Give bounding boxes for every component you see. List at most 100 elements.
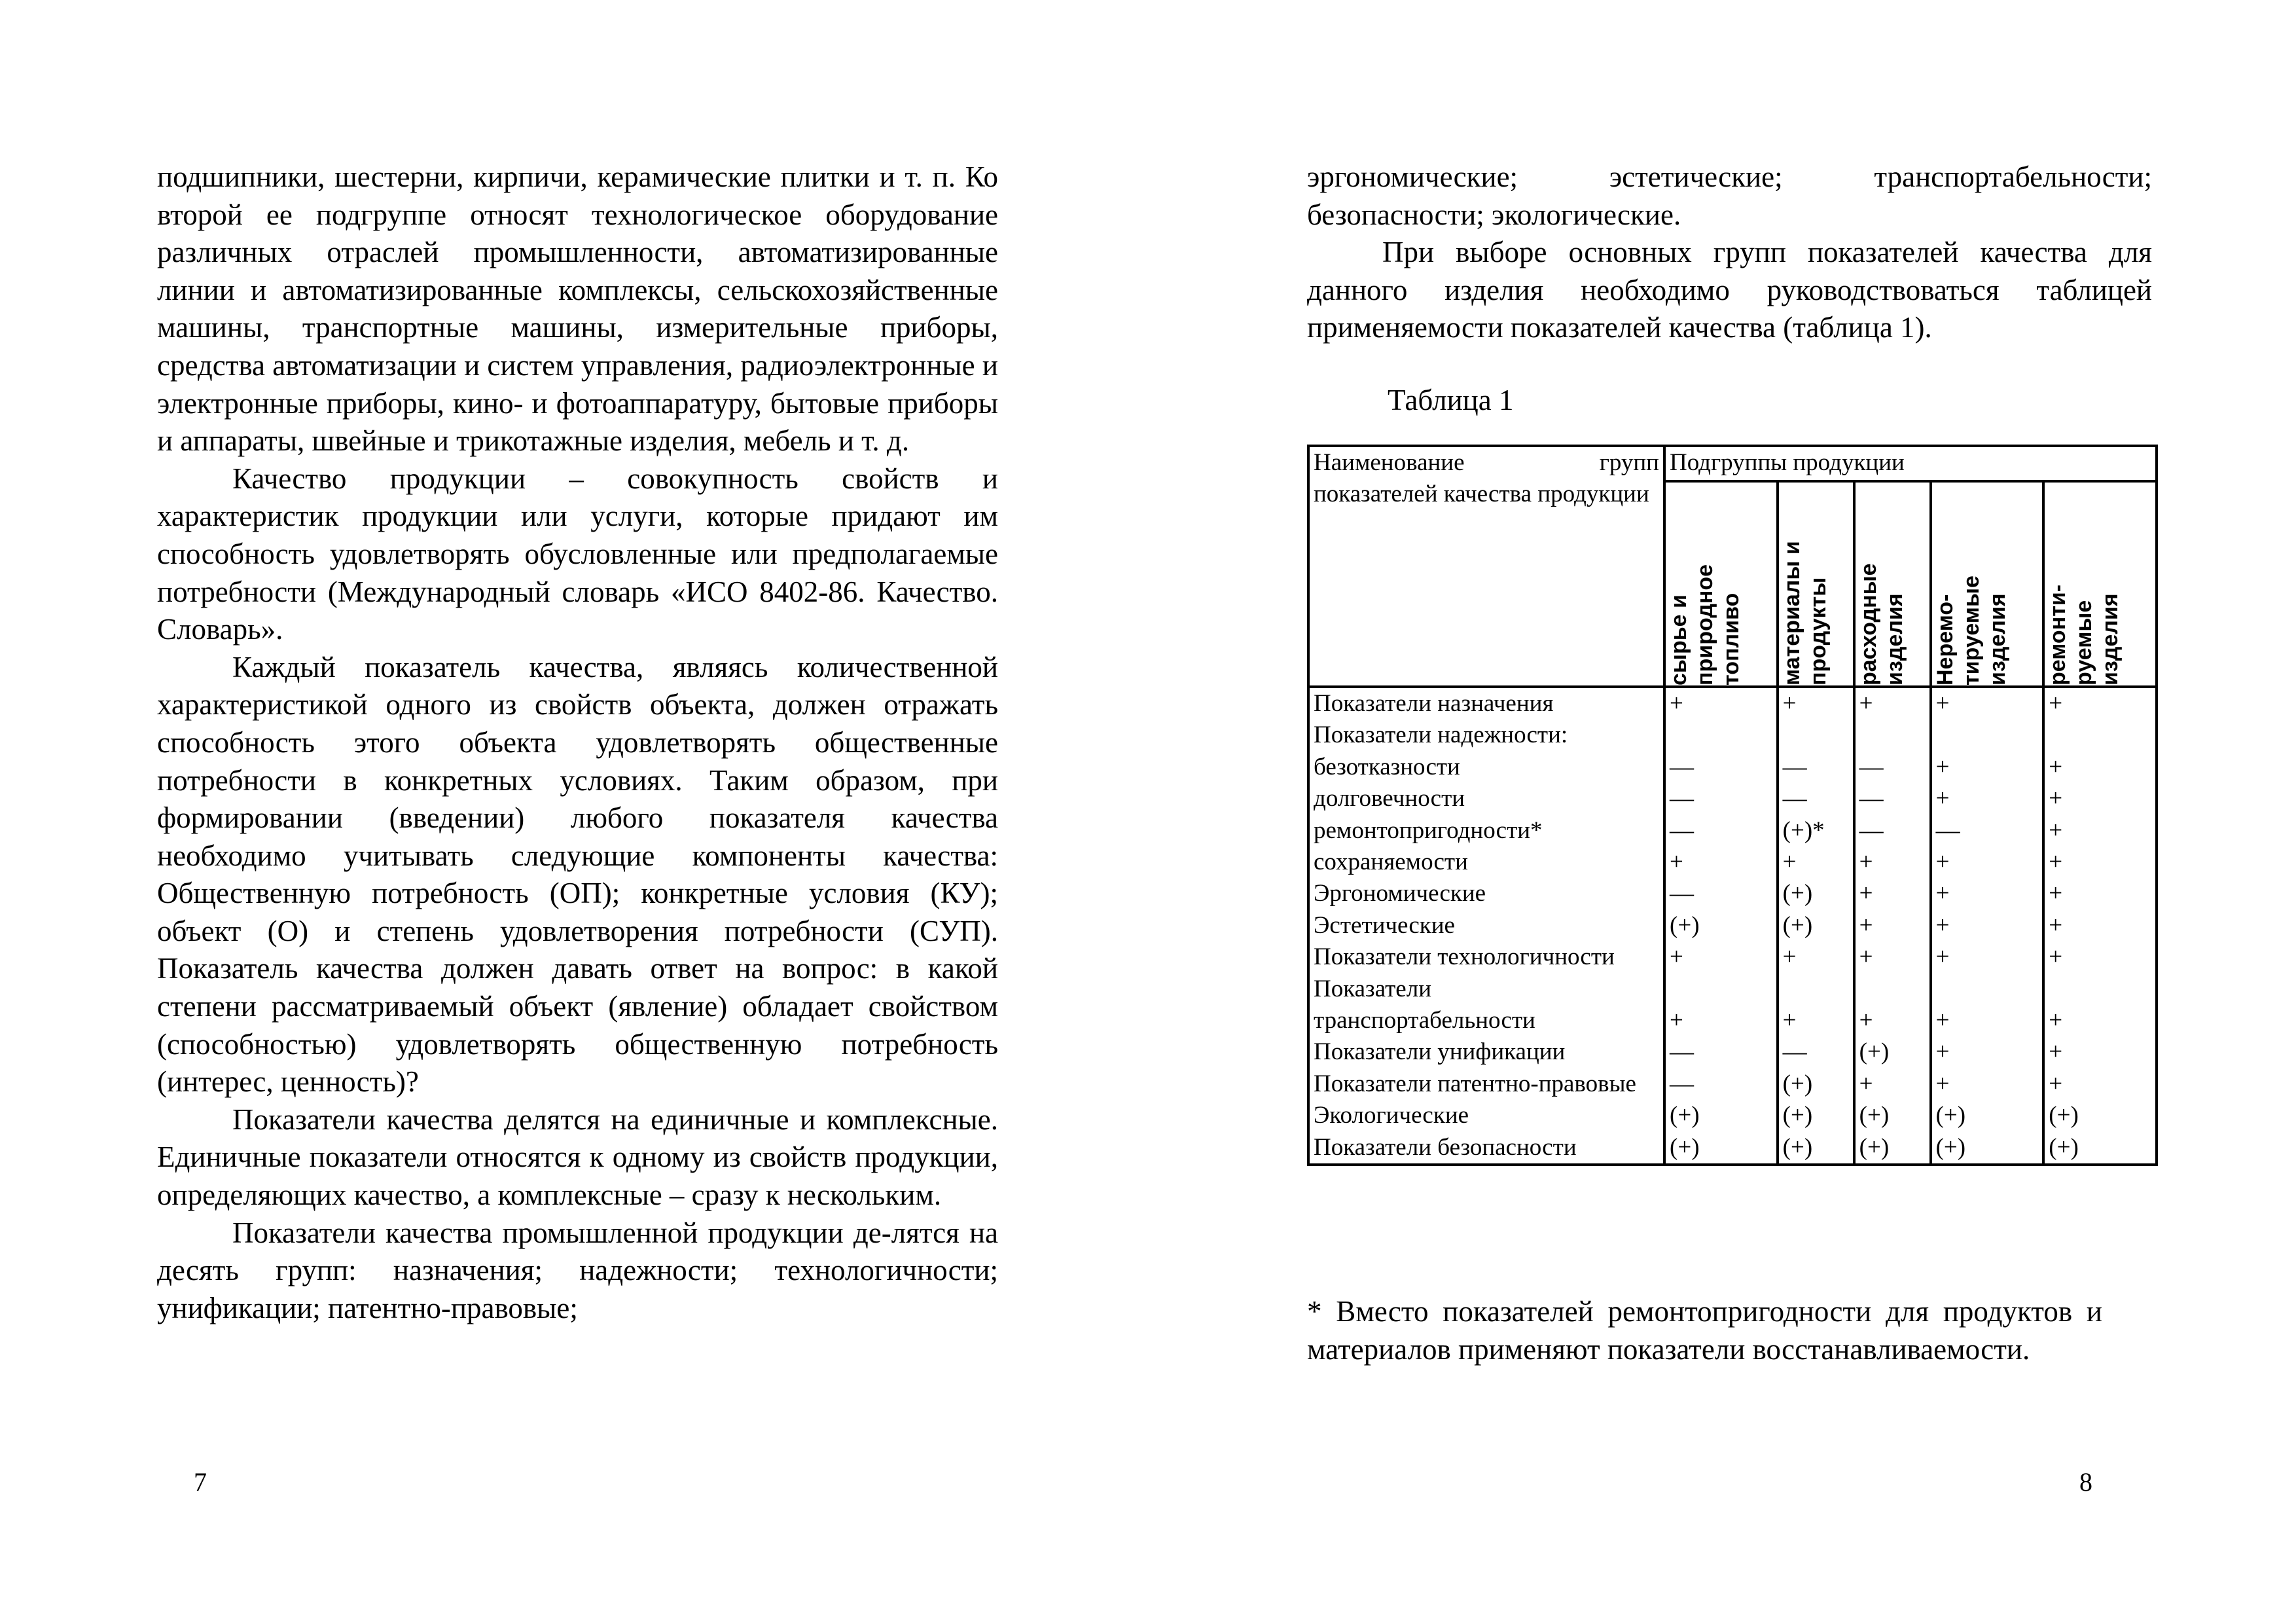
applicability-cell: +: [1929, 878, 2045, 910]
applicability-cell: +: [2042, 973, 2158, 1037]
paragraph: Показатели качества делятся на единичные…: [157, 1103, 998, 1212]
subgroup-label: расходные изделия: [1856, 563, 1907, 685]
applicability-cell: —: [1776, 1036, 1856, 1068]
subgroup-label: материалы и продукты: [1779, 541, 1831, 685]
applicability-cell: +: [2042, 1036, 2158, 1068]
applicability-cell: +: [1929, 687, 2045, 720]
table-row: Эстетические (+) (+) + + +: [1307, 909, 2158, 942]
applicability-cell: —: [1663, 783, 1779, 815]
right-page-text: эргономические; эстетические; транспорта…: [1307, 158, 2152, 347]
applicability-cell: (+): [1852, 1036, 1932, 1068]
row-label: безотказности: [1307, 751, 1666, 784]
header-subgroup: ремонти- руемые изделия: [2042, 481, 2158, 688]
paragraph: Показатели качества промышленной продукц…: [157, 1216, 998, 1324]
quality-indicators-table: Наименование групп показателей качества …: [1307, 445, 2158, 1167]
applicability-cell: +: [1663, 941, 1779, 974]
table-row: безотказности — — — + +: [1307, 751, 2158, 784]
row-label: ремонтопригодности*: [1307, 814, 1666, 847]
applicability-cell: —: [1852, 814, 1932, 847]
applicability-cell: +: [1929, 783, 2045, 815]
table-row: Показатели патентно-правовые — (+) + + +: [1307, 1068, 2158, 1101]
applicability-cell: (+): [1852, 1131, 1932, 1165]
applicability-cell: +: [1663, 687, 1779, 720]
applicability-cell: +: [1929, 973, 2045, 1037]
applicability-cell: (+): [1929, 1131, 2045, 1165]
header-product-subgroups: Подгруппы продукции: [1663, 446, 2158, 483]
subgroup-label: сырье и природное топливо: [1666, 564, 1744, 685]
table-footnote: * Вместо показателей ремонтопригодности …: [1307, 1295, 2102, 1366]
table-row: долговечности — — — + +: [1307, 783, 2158, 815]
applicability-cell: +: [2042, 783, 2158, 815]
applicability-cell: [1929, 720, 2045, 752]
applicability-cell: +: [1776, 847, 1856, 879]
applicability-cell: +: [2042, 847, 2158, 879]
applicability-cell: (+): [2042, 1100, 2158, 1132]
applicability-cell: +: [1776, 973, 1856, 1037]
applicability-cell: [2042, 720, 2158, 752]
table-row: ремонтопригодности* — (+)* — — +: [1307, 814, 2158, 847]
page-number-left: 7: [194, 1467, 207, 1497]
applicability-cell: +: [1663, 973, 1779, 1037]
table-row: Показатели надежности:: [1307, 720, 2158, 752]
row-label: Показатели технологичности: [1307, 941, 1666, 974]
applicability-cell: +: [1929, 941, 2045, 974]
applicability-cell: (+): [1663, 1131, 1779, 1165]
applicability-cell: +: [1929, 751, 2045, 784]
table-row: Показатели транспортабельности + + + + +: [1307, 973, 2158, 1037]
applicability-cell: +: [1852, 878, 1932, 910]
header-subgroup: сырье и природное топливо: [1663, 481, 1779, 688]
left-page-text: подшипники, шестерни, кирпичи, керамичес…: [157, 158, 998, 1327]
paragraph: При выборе основных групп показателей ка…: [1307, 236, 2152, 344]
applicability-cell: —: [1663, 1036, 1779, 1068]
applicability-cell: —: [1776, 783, 1856, 815]
applicability-cell: +: [1929, 1036, 2045, 1068]
table-row: Показатели назначения + + + + +: [1307, 687, 2158, 720]
row-label: Эргономические: [1307, 878, 1666, 910]
applicability-cell: [1663, 720, 1779, 752]
applicability-cell: (+): [1776, 909, 1856, 942]
table-row: сохраняемости + + + + +: [1307, 847, 2158, 879]
applicability-cell: —: [1663, 751, 1779, 784]
applicability-cell: +: [1776, 687, 1856, 720]
table-row: Показатели технологичности + + + + +: [1307, 941, 2158, 974]
applicability-cell: (+)*: [1776, 814, 1856, 847]
applicability-cell: (+): [1776, 1131, 1856, 1165]
applicability-cell: +: [2042, 814, 2158, 847]
applicability-cell: —: [1852, 783, 1932, 815]
subgroup-label: Неремо- тируемые изделия: [1932, 575, 2010, 685]
applicability-cell: +: [1852, 687, 1932, 720]
paragraph: Качество продукции – совокупность свойст…: [157, 462, 998, 646]
applicability-cell: (+): [1663, 909, 1779, 942]
header-subgroup: материалы и продукты: [1776, 481, 1856, 688]
applicability-cell: (+): [1776, 1068, 1856, 1101]
applicability-cell: —: [1776, 751, 1856, 784]
table-caption: Таблица 1: [1388, 384, 1514, 416]
header-subgroup: расходные изделия: [1852, 481, 1932, 688]
applicability-cell: +: [1929, 1068, 2045, 1101]
applicability-cell: (+): [1776, 1100, 1856, 1132]
applicability-cell: —: [1929, 814, 2045, 847]
applicability-cell: (+): [1929, 1100, 2045, 1132]
applicability-cell: +: [2042, 687, 2158, 720]
paragraph: Каждый показатель качества, являясь коли…: [157, 650, 998, 1099]
row-label: Экологические: [1307, 1100, 1666, 1132]
applicability-cell: —: [1852, 751, 1932, 784]
applicability-cell: +: [2042, 909, 2158, 942]
row-label: Показатели транспортабельности: [1307, 973, 1666, 1037]
applicability-cell: +: [1929, 909, 2045, 942]
row-label: Эстетические: [1307, 909, 1666, 942]
page-number-right: 8: [2079, 1467, 2092, 1497]
row-label: Показатели надежности:: [1307, 720, 1666, 752]
applicability-cell: +: [2042, 751, 2158, 784]
table-row: Показатели безопасности (+) (+) (+) (+) (+): [1307, 1131, 2158, 1165]
table-row: Эргономические — (+) + + +: [1307, 878, 2158, 910]
applicability-cell: +: [1929, 847, 2045, 879]
applicability-cell: +: [1663, 847, 1779, 879]
row-label: Показатели унификации: [1307, 1036, 1666, 1068]
row-label: сохраняемости: [1307, 847, 1666, 879]
subgroup-label: ремонти- руемые изделия: [2045, 584, 2123, 685]
applicability-cell: (+): [1663, 1100, 1779, 1132]
applicability-cell: —: [1663, 814, 1779, 847]
table-row: Экологические (+) (+) (+) (+) (+): [1307, 1100, 2158, 1132]
header-indicator-groups: Наименование групп показателей качества …: [1307, 446, 1666, 688]
